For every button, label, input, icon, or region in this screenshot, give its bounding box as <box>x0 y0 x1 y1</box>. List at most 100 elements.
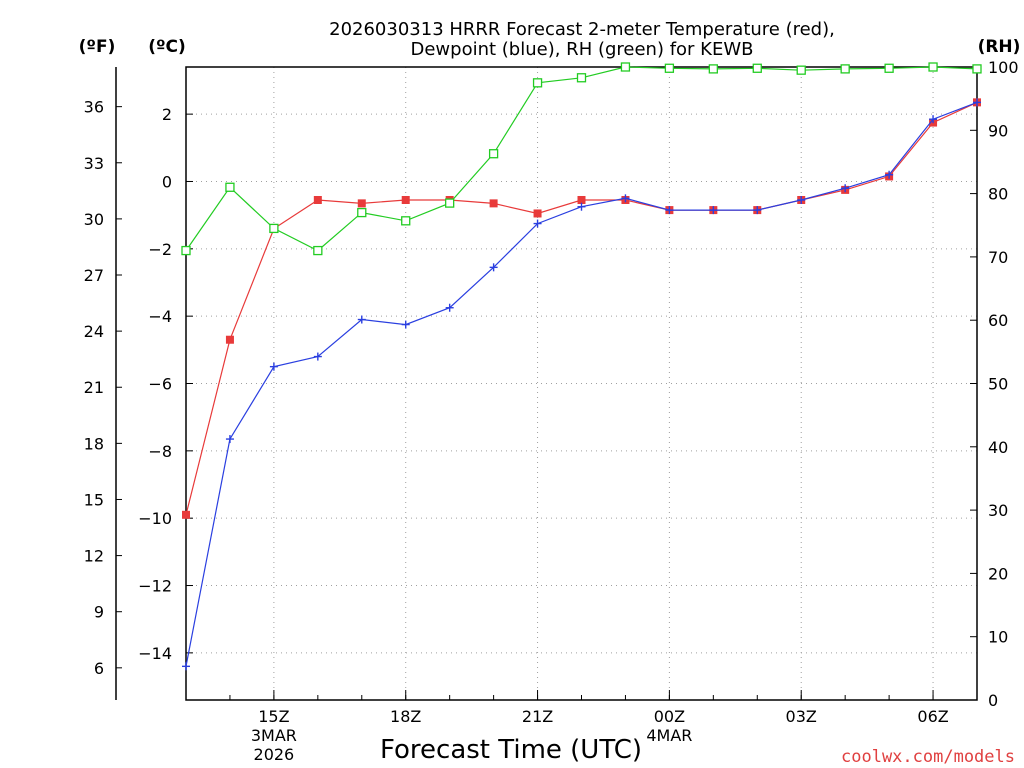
rh-line <box>185 66 978 252</box>
rh-point <box>401 216 411 226</box>
rh-point <box>752 63 762 73</box>
rh-point <box>269 223 279 234</box>
dewpoint-point <box>357 315 366 324</box>
rh-axis-unit: (RH) <box>978 37 1021 57</box>
rh-point <box>884 63 894 73</box>
rh-point <box>840 64 850 74</box>
dewpoint-point <box>489 263 498 272</box>
temperature-point <box>182 510 190 519</box>
dewpoint-point <box>182 662 190 671</box>
celsius-tick-label: −14 <box>138 644 172 663</box>
rh-tick-label: 0 <box>988 691 998 710</box>
fahrenheit-tick-label: 18 <box>84 434 104 453</box>
rh-tick-label: 20 <box>988 564 1008 583</box>
x-tick-label: 21Z <box>522 707 553 726</box>
dewpoint-point <box>225 435 234 444</box>
temperature-point <box>357 199 366 208</box>
year-label: 2026 <box>254 745 295 764</box>
date-label: 3MAR <box>251 726 297 745</box>
celsius-tick-label: −8 <box>148 442 172 461</box>
chart-title-line1: 2026030313 HRRR Forecast 2-meter Tempera… <box>329 19 835 40</box>
rh-point <box>445 198 455 208</box>
fahrenheit-tick-label: 36 <box>84 98 104 117</box>
rh-point <box>796 65 806 75</box>
celsius-tick-label: −12 <box>138 577 172 596</box>
fahrenheit-tick-label: 12 <box>84 547 104 566</box>
chart-title-line2: Dewpoint (blue), RH (green) for KEWB <box>411 39 754 60</box>
fahrenheit-tick-label: 27 <box>84 266 104 285</box>
rh-point <box>620 62 631 72</box>
dewpoint-point <box>973 98 981 107</box>
dewpoint-point <box>753 206 762 215</box>
celsius-tick-label: 2 <box>162 105 172 124</box>
fahrenheit-axis-unit: (ºF) <box>79 37 116 57</box>
celsius-tick-label: −4 <box>148 307 172 326</box>
axes: −14 −12 −10 −8 −6 −4 −2 0 2 6 9 12 15 18 21 24 27 30 33 36 0… <box>84 58 1019 764</box>
dewpoint-point <box>709 206 718 215</box>
fahrenheit-tick-label: 30 <box>84 210 104 229</box>
rh-tick-label: 80 <box>988 185 1008 204</box>
temperature-point <box>577 195 586 204</box>
temperature-point <box>489 199 498 208</box>
dewpoint-point <box>621 194 630 203</box>
rh-point <box>664 63 675 73</box>
temperature-point <box>533 209 542 218</box>
dewpoint-point <box>841 184 850 193</box>
rh-point <box>576 73 587 83</box>
x-axis-label: Forecast Time (UTC) <box>380 735 642 765</box>
x-tick-label: 03Z <box>786 707 817 726</box>
dewpoint-point <box>797 195 806 204</box>
fahrenheit-tick-label: 24 <box>84 322 104 341</box>
rh-point <box>357 207 367 218</box>
celsius-tick-label: −10 <box>138 509 172 528</box>
dewpoint-point <box>577 202 586 211</box>
rh-point <box>313 245 323 256</box>
rh-tick-label: 70 <box>988 248 1008 267</box>
x-tick-label: 06Z <box>917 707 948 726</box>
rh-tick-label: 40 <box>988 438 1008 457</box>
date-label: 4MAR <box>646 726 692 745</box>
rh-tick-label: 60 <box>988 311 1008 330</box>
celsius-axis-unit: (ºC) <box>148 37 186 57</box>
temperature-point <box>401 195 410 204</box>
dewpoint-point <box>533 219 542 228</box>
rh-tick-label: 10 <box>988 628 1008 647</box>
dewpoint-point <box>665 206 674 215</box>
dewpoint-point <box>313 352 322 361</box>
fahrenheit-tick-label: 21 <box>84 378 104 397</box>
dewpoint-point <box>401 320 410 329</box>
rh-tick-label: 100 <box>988 58 1019 77</box>
dewpoint-point <box>445 303 454 312</box>
dewpoint-line <box>185 101 978 667</box>
celsius-tick-label: 0 <box>162 172 172 191</box>
fahrenheit-tick-label: 33 <box>84 154 104 173</box>
source-credit: coolwx.com/models <box>841 747 1015 767</box>
dewpoint-point <box>885 170 894 179</box>
temperature-point <box>225 335 234 344</box>
rh-tick-label: 50 <box>988 375 1008 394</box>
fahrenheit-tick-label: 6 <box>94 659 104 678</box>
x-tick-label: 15Z <box>258 707 289 726</box>
celsius-tick-label: −6 <box>148 375 172 394</box>
rh-tick-label: 90 <box>988 121 1008 140</box>
rh-point <box>928 62 938 72</box>
dewpoint-point <box>929 115 938 124</box>
fahrenheit-tick-label: 15 <box>84 490 104 509</box>
x-tick-label: 18Z <box>390 707 421 726</box>
temperature-point <box>313 195 322 204</box>
x-tick-label: 00Z <box>654 707 685 726</box>
rh-point <box>708 64 718 74</box>
celsius-tick-label: −2 <box>148 240 172 259</box>
dewpoint-point <box>269 362 278 371</box>
rh-point <box>532 78 543 88</box>
gridlines <box>186 67 977 700</box>
rh-point <box>225 182 235 192</box>
data-series <box>181 62 982 671</box>
rh-tick-label: 30 <box>988 501 1008 520</box>
fahrenheit-tick-label: 9 <box>94 603 104 622</box>
rh-point <box>488 149 499 159</box>
temperature-line <box>185 101 978 515</box>
rh-point <box>972 64 982 74</box>
rh-point <box>181 245 191 256</box>
